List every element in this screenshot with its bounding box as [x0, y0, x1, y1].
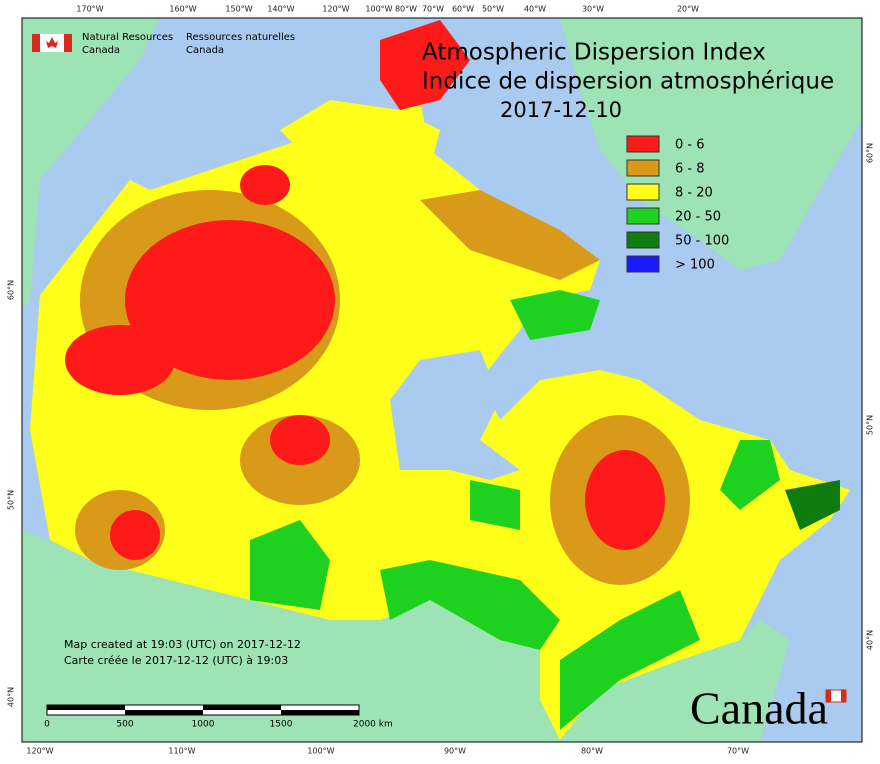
latitude-label: 40°N: [866, 630, 875, 650]
title-date: 2017-12-10: [500, 98, 622, 122]
wordmark: Canada: [690, 683, 828, 734]
longitude-label: 140°W: [267, 5, 294, 14]
scale-label: 500: [116, 720, 133, 730]
zone-0-6: [240, 165, 290, 205]
flag-bar: [32, 34, 40, 52]
legend-label: 20 - 50: [675, 210, 721, 225]
alaska: [22, 18, 160, 310]
longitude-label: 110°W: [168, 747, 195, 756]
legend-swatch: [626, 231, 660, 249]
legend-label: 0 - 6: [675, 138, 705, 153]
scale-segment: [203, 705, 281, 710]
scale-bar: [46, 704, 360, 716]
longitude-label: 100°W: [365, 5, 392, 14]
hudson-bay: [390, 350, 520, 480]
longitude-label: 120°W: [322, 5, 349, 14]
legend-label: 6 - 8: [675, 162, 705, 177]
longitude-label: 170°W: [76, 5, 103, 14]
latitude-label: 60°N: [7, 280, 16, 300]
longitude-label: 160°W: [169, 5, 196, 14]
flag-bar: [64, 34, 72, 52]
arctic-islands: [280, 100, 440, 190]
title-fr: Indice de dispersion atmosphérique: [422, 69, 834, 95]
baffin: [420, 190, 600, 280]
zone-20-50: [380, 560, 560, 650]
longitude-label: 80°W: [581, 747, 603, 756]
legend-swatch: [626, 159, 660, 177]
title-en: Atmospheric Dispersion Index: [422, 40, 766, 66]
legend-swatch: [626, 183, 660, 201]
wordmark-flag-bar: [841, 690, 846, 702]
zone-0-6: [270, 415, 330, 465]
longitude-label: 120°W: [26, 747, 53, 756]
footer-fr: Carte créée le 2017-12-12 (UTC) à 19:03: [64, 654, 288, 667]
scale-label: 0: [44, 720, 50, 730]
ellesmere: [380, 20, 470, 110]
longitude-label: 90°W: [444, 747, 466, 756]
legend-label: 50 - 100: [675, 234, 729, 249]
latitude-label: 50°N: [7, 490, 16, 510]
usa-east: [560, 620, 790, 742]
longitude-label: 50°W: [482, 5, 504, 14]
scale-segment: [47, 705, 125, 710]
org-fr: Ressources naturelles: [186, 32, 295, 43]
zone-20-50: [250, 520, 330, 610]
scale-label: 2000 km: [353, 720, 393, 730]
longitude-label: 20°W: [677, 5, 699, 14]
org-en: Natural Resources: [82, 32, 173, 43]
longitude-label: 150°W: [225, 5, 252, 14]
latitude-label: 40°N: [7, 687, 16, 707]
footer-en: Map created at 19:03 (UTC) on 2017-12-12: [64, 638, 301, 651]
frame: [21, 17, 863, 743]
legend-label: > 100: [675, 258, 715, 273]
scale-segment: [281, 710, 359, 715]
wordmark-flag-bar: [826, 690, 831, 702]
legend: 0 - 6 6 - 8 8 - 20 20 - 50 50 - 100 > 100: [626, 135, 729, 273]
zone-0-6: [110, 510, 160, 560]
scale-label: 1000: [192, 720, 215, 730]
org-en: Canada: [82, 45, 120, 56]
legend-swatch: [626, 255, 660, 273]
zone-20-50: [560, 590, 700, 730]
legend-swatch: [626, 207, 660, 225]
usa: [22, 530, 560, 742]
longitude-label: 40°W: [524, 5, 546, 14]
scale-label: 1500: [270, 720, 293, 730]
scale-labels: 0 500 1000 1500 2000 km: [44, 720, 393, 730]
scale-segment: [125, 710, 203, 715]
legend-label: 8 - 20: [675, 186, 713, 201]
latitude-label: 50°N: [866, 415, 875, 435]
zone-0-6: [585, 450, 665, 550]
legend-swatch: [626, 135, 660, 153]
greenland: [560, 18, 862, 270]
longitude-label: 30°W: [582, 5, 604, 14]
zone-20-50: [720, 440, 780, 510]
zone-0-6: [65, 325, 175, 395]
longitude-label: 80°W: [395, 5, 417, 14]
longitude-label: 60°W: [452, 5, 474, 14]
zone-0-6: [125, 220, 335, 380]
zone-20-50: [470, 480, 520, 530]
longitude-label: 70°W: [422, 5, 444, 14]
zone-20-50: [510, 290, 600, 340]
graticule-labels: 170°W 160°W 150°W 140°W 120°W 100°W 80°W 70°W 60…: [7, 5, 875, 756]
zone-50-100: [785, 480, 840, 530]
flag-leaf: [46, 37, 58, 48]
longitude-label: 70°W: [727, 747, 749, 756]
org-fr: Canada: [186, 45, 224, 56]
longitude-label: 100°W: [307, 747, 334, 756]
latitude-label: 60°N: [866, 143, 875, 163]
